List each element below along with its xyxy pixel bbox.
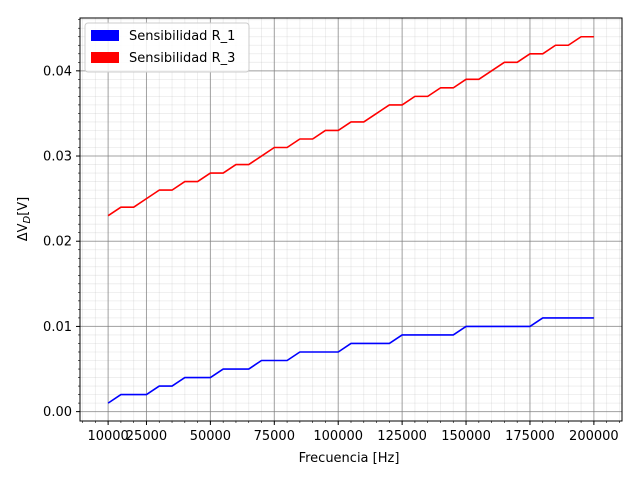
x-tick-label: 150000: [441, 429, 491, 444]
series-line-1: [107, 317, 594, 404]
y-tick-label: 0.02: [43, 235, 72, 250]
y-tick-label: 0.01: [43, 320, 72, 335]
legend-label-1: Sensibilidad R_1: [129, 29, 235, 44]
y-axis-label-base: ΔV: [16, 223, 31, 241]
x-tick-label: 50000: [190, 429, 231, 444]
y-tick-label: 0.04: [43, 64, 72, 79]
x-tick-label: 125000: [377, 429, 427, 444]
y-axis-label-sub: D: [22, 215, 33, 223]
legend-swatch-1: [91, 30, 119, 41]
y-axis-label: ΔVD[V]: [16, 197, 33, 242]
x-tick-label: 100000: [313, 429, 363, 444]
legend-swatch-2: [91, 52, 119, 63]
y-axis-label-unit: [V]: [16, 197, 31, 216]
series-layer: [107, 35, 594, 404]
series-line-2: [107, 35, 594, 217]
x-tick-label: 175000: [505, 429, 555, 444]
legend-label-2: Sensibilidad R_3: [129, 51, 235, 66]
x-tick-label: 75000: [254, 429, 295, 444]
major-grid: [80, 18, 622, 421]
legend-box: [84, 22, 250, 73]
y-tick-label: 0.03: [43, 150, 72, 165]
x-axis-label: Frecuencia [Hz]: [299, 451, 400, 466]
legend: Sensibilidad R_1 Sensibilidad R_3: [84, 22, 250, 73]
y-tick-label: 0.00: [43, 405, 72, 420]
x-tick-label: 10000: [87, 429, 128, 444]
x-tick-label: 200000: [569, 429, 619, 444]
x-tick-label: 25000: [126, 429, 167, 444]
